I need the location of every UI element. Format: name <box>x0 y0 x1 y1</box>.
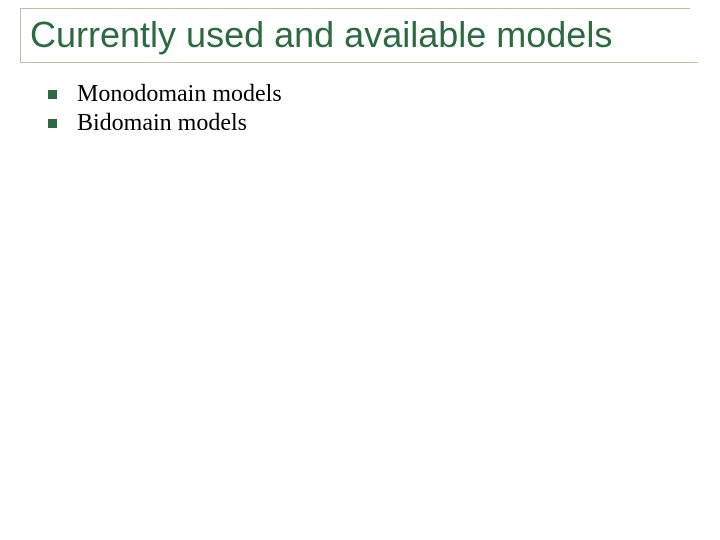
list-item: Bidomain models <box>48 110 720 137</box>
bullet-text: Monodomain models <box>77 81 282 108</box>
slide-title: Currently used and available models <box>30 14 680 55</box>
content-area: Monodomain models Bidomain models <box>48 81 720 137</box>
title-inner: Currently used and available models <box>20 8 690 63</box>
slide-container: Currently used and available models Mono… <box>0 0 720 540</box>
title-container: Currently used and available models <box>20 8 690 63</box>
title-underline <box>24 62 698 63</box>
bullet-icon <box>48 90 57 99</box>
list-item: Monodomain models <box>48 81 720 108</box>
bullet-icon <box>48 119 57 128</box>
bullet-text: Bidomain models <box>77 110 247 137</box>
